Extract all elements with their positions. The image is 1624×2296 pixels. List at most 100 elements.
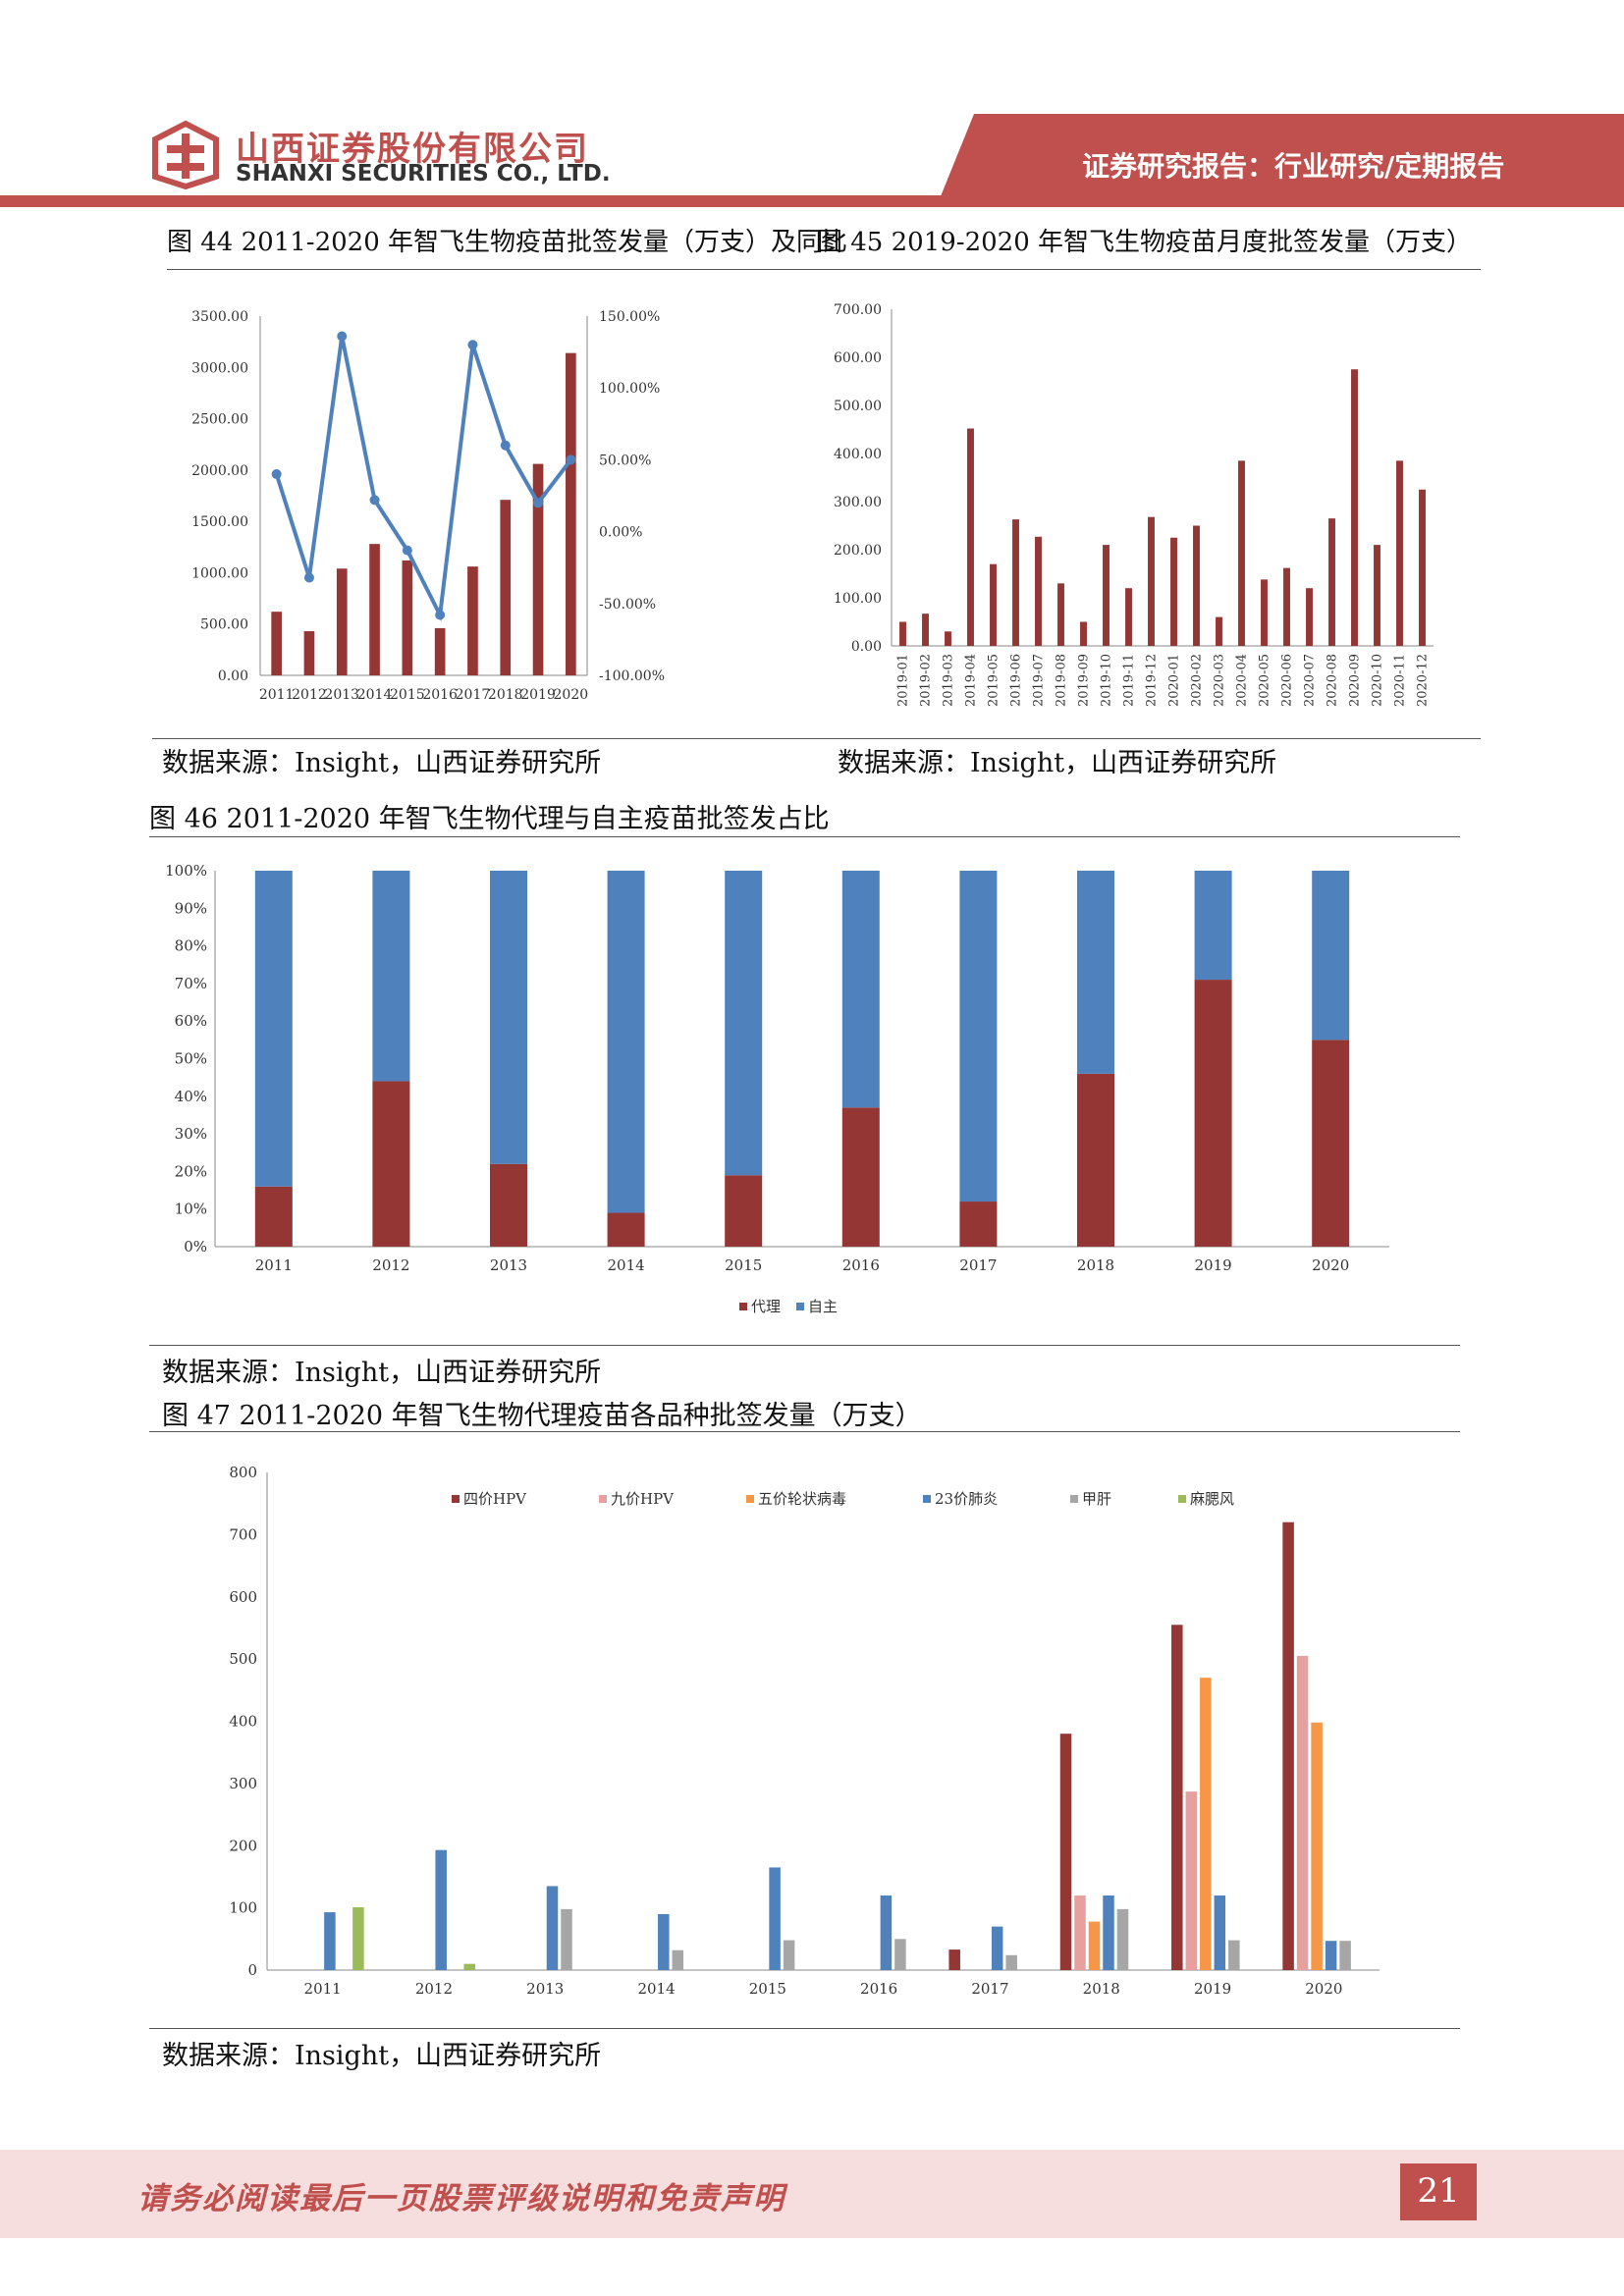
fig45-bar (1419, 489, 1426, 646)
fig46-xtick: 2020 (1312, 1256, 1349, 1274)
fig47-bar (561, 1908, 572, 1970)
fig45-ytick: 600.00 (834, 350, 882, 366)
fig47-legend-swatch (599, 1495, 607, 1503)
fig44-yoy-point (500, 440, 511, 451)
fig46-xtick: 2017 (959, 1256, 997, 1274)
fig46-bar-segment (1194, 980, 1232, 1247)
page-number-box (1400, 2163, 1477, 2220)
fig44-bottom-rule (152, 738, 1481, 739)
fig47-bar (783, 1940, 795, 1970)
fig46-ytick: 60% (175, 1012, 207, 1030)
fig46-xtick: 2012 (372, 1256, 409, 1274)
fig45-bar (1238, 460, 1245, 646)
fig45-bar (1374, 545, 1380, 646)
fig47-bar (1088, 1921, 1101, 1970)
fig47-bar (1339, 1941, 1351, 1970)
fig45-xtick: 2019-11 (1122, 654, 1137, 707)
fig47-xtick: 2017 (971, 1980, 1008, 1998)
fig47-bar (1214, 1895, 1226, 1970)
fig44-bar (271, 612, 282, 675)
company-name-cn: 山西证券股份有限公司 (236, 130, 589, 169)
footer-bar (0, 2150, 1624, 2238)
fig45-bar (1328, 518, 1335, 646)
fig47-xtick: 2019 (1194, 1980, 1231, 1998)
fig45-xtick: 2020-01 (1167, 654, 1182, 707)
fig45-xtick: 2020-10 (1371, 654, 1385, 707)
fig46-xtick: 2016 (842, 1256, 880, 1274)
fig46-ytick: 70% (175, 975, 207, 992)
fig47-bar (435, 1849, 447, 1970)
fig47-legend-swatch (1070, 1495, 1078, 1503)
fig47-xtick: 2014 (637, 1980, 675, 1998)
fig46-ytick: 40% (175, 1088, 207, 1105)
fig44-yoy-point (303, 572, 314, 583)
fig47-bar (1325, 1941, 1337, 1970)
fig47-bar (1116, 1908, 1129, 1970)
fig44-xtick: 2019 (520, 687, 556, 703)
fig47-bar (1005, 1954, 1017, 1970)
fig44-bar (434, 627, 446, 675)
fig47-bar (1296, 1655, 1309, 1970)
fig46-top-rule (149, 836, 1460, 837)
fig44-xtick: 2013 (324, 687, 359, 703)
fig46-bar-segment (841, 1107, 880, 1247)
fig44-yoy-point (337, 331, 348, 342)
fig46-bar-segment (490, 871, 527, 1164)
fig47-bar (894, 1939, 906, 1970)
fig45-bar (945, 631, 951, 646)
fig46-bar-segment (372, 871, 410, 1082)
fig46-legend-swatch (739, 1303, 747, 1310)
fig46-bar-segment (959, 871, 998, 1202)
fig47-bar (991, 1926, 1003, 1970)
fig47-ytick: 500 (229, 1650, 257, 1668)
fig46-bar-segment (725, 1175, 763, 1247)
fig44-bar (566, 352, 576, 675)
fig45-bar (1261, 579, 1268, 646)
fig45-xtick: 2019-02 (919, 654, 934, 707)
fig46-xtick: 2011 (255, 1256, 293, 1274)
footer-disclaimer: 请务必阅读最后一页股票评级说明和免责声明 (137, 2181, 785, 2216)
fig46-bar-segment (959, 1201, 998, 1247)
fig45-xtick: 2019-03 (942, 654, 956, 707)
fig45-bar (1216, 616, 1222, 646)
fig44-ytick-left: 500.00 (200, 617, 248, 633)
fig46-bar-segment (490, 1163, 527, 1247)
report-type: 证券研究报告：行业研究/定期报告 (1082, 150, 1505, 183)
fig47-legend-swatch (923, 1495, 931, 1503)
fig45-xtick: 2019-04 (964, 654, 979, 707)
fig46-caption: 图 46 2011-2020 年智飞生物代理与自主疫苗批签发占比 (149, 804, 830, 834)
page-number: 21 (1417, 2171, 1460, 2211)
fig44-ytick-left: 2000.00 (191, 463, 248, 479)
fig45-bar (1035, 536, 1042, 646)
fig45-xtick: 2019-05 (987, 654, 1001, 707)
fig44-bar (532, 463, 544, 675)
fig45-xtick: 2020-09 (1348, 654, 1363, 707)
fig45-bar (1148, 516, 1155, 646)
fig47-chart: 0 100 200 300 400 500 600 700 800 2011 2012 2013 201… (229, 1464, 1380, 1998)
fig44-ytick-right: -50.00% (599, 597, 656, 613)
fig47-legend-label: 四价HPV (463, 1490, 527, 1508)
fig46-ytick: 90% (175, 899, 207, 917)
header: 山西证券股份有限公司 SHANXI SECURITIES CO., LTD. 证… (0, 0, 1624, 216)
fig45-bar (1193, 525, 1200, 646)
fig47-legend-label: 九价HPV (611, 1490, 675, 1508)
fig45-bar (899, 621, 906, 646)
fig44-xtick: 2014 (357, 687, 393, 703)
fig45-xtick: 2020-04 (1235, 654, 1250, 707)
fig47-source: 数据来源：Insight，山西证券研究所 (162, 2041, 602, 2071)
fig45-xtick: 2020-02 (1190, 654, 1205, 707)
fig45-ytick: 0.00 (851, 639, 882, 655)
fig46-bar-segment (1077, 871, 1114, 1074)
fig45-chart: 0.00 100.00 200.00 300.00 400.00 500.00 600.00… (834, 302, 1434, 707)
fig47-ytick: 800 (229, 1464, 257, 1481)
fig47-bar (463, 1963, 475, 1970)
fig47-ytick: 200 (229, 1837, 257, 1854)
fig45-bar (967, 428, 974, 646)
fig46-bar-segment (254, 1186, 293, 1247)
fig47-bar (948, 1949, 960, 1970)
fig47-xtick: 2016 (860, 1980, 897, 1998)
fig46-bar-segment (1194, 871, 1232, 981)
fig44-ytick-right: 100.00% (599, 381, 660, 397)
fig45-xtick: 2020-08 (1326, 654, 1340, 707)
fig47-bar (1171, 1625, 1183, 1970)
